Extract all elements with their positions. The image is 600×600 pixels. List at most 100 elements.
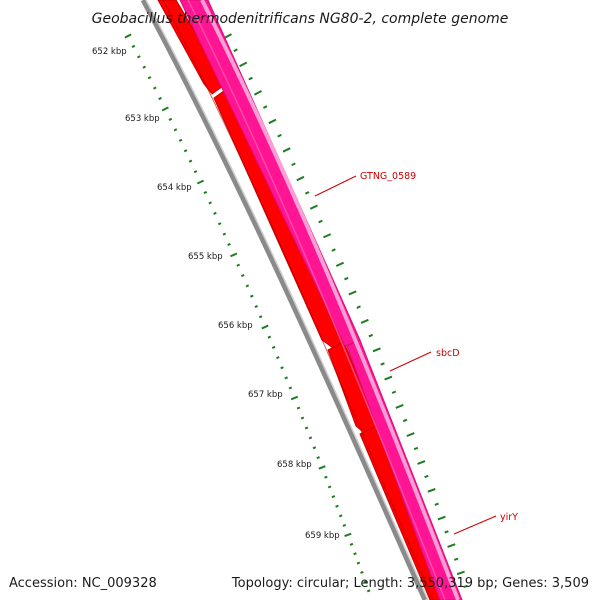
- scale-tick-minor: [248, 76, 253, 81]
- gene-label-sbcd[interactable]: sbcD: [436, 348, 460, 359]
- scale-tick-minor: [173, 128, 178, 132]
- scale-tick-minor: [368, 333, 373, 338]
- scale-tick-major: [384, 375, 393, 381]
- scale-tick-minor: [276, 356, 280, 360]
- scale-tick-major: [282, 147, 291, 153]
- scale-tick-major: [372, 347, 381, 353]
- scale-tick-minor: [424, 474, 429, 479]
- reverse-gene-track: [179, 0, 463, 600]
- scale-tick-minor: [308, 436, 313, 440]
- scale-tick-minor: [245, 284, 250, 288]
- scale-tick-minor: [312, 446, 317, 450]
- accession-text: Accession: NC_009328: [9, 576, 157, 591]
- scale-tick-major: [161, 106, 169, 112]
- scale-tick-minor: [183, 149, 188, 153]
- genome-title: Geobacillus thermodenitrificans NG80-2, …: [92, 11, 509, 27]
- scale-tick-major: [437, 515, 446, 521]
- scale-tick-major: [395, 403, 404, 409]
- scale-tick-minor: [233, 48, 238, 52]
- scale-tick-major: [309, 204, 318, 210]
- scale-tick-major: [224, 33, 232, 39]
- scale-tick-minor: [300, 416, 305, 420]
- scale-tick-minor: [227, 242, 231, 247]
- scale-tick-minor: [360, 570, 364, 574]
- scale-tick-minor: [342, 523, 347, 527]
- gene-label-gtng-0589[interactable]: GTNG_0589: [360, 171, 416, 182]
- scale-tick-minor: [444, 530, 449, 534]
- scale-tick-minor: [158, 96, 162, 101]
- scale-tick-minor: [453, 557, 459, 561]
- scale-tick-minor: [324, 475, 328, 479]
- gene-callout-line: [314, 175, 357, 197]
- gene-feature[interactable]: [179, 0, 361, 347]
- reverse-track-inner-highlight: [187, 0, 446, 600]
- scale-tick-minor: [131, 44, 136, 48]
- scale-tick-minor: [203, 190, 208, 195]
- scale-tick-minor: [208, 201, 212, 205]
- forward-track-shadow: [162, 0, 434, 600]
- scale-tick-minor: [147, 76, 152, 80]
- gene-callout-line: [453, 515, 497, 535]
- scale-tick-minor: [366, 589, 371, 593]
- scale-tick-minor: [291, 162, 296, 167]
- scale-tick-minor: [318, 219, 323, 224]
- gene-feature[interactable]: [213, 87, 347, 351]
- kbp-label: 657 kbp: [248, 390, 283, 400]
- scale-tick-minor: [222, 232, 227, 236]
- scale-tick-minor: [236, 263, 241, 267]
- scale-tick-major: [417, 460, 426, 465]
- scale-tick-minor: [241, 274, 245, 278]
- scale-tick-major: [230, 252, 238, 258]
- forward-gene-track: [157, 0, 449, 600]
- gene-label-yiry[interactable]: yirY: [500, 512, 518, 523]
- scale-tick-minor: [331, 495, 336, 499]
- scale-tick-minor: [168, 117, 173, 121]
- scale-tick-minor: [254, 304, 259, 309]
- scale-tick-major: [290, 395, 299, 401]
- scale-tick-minor: [217, 222, 222, 226]
- scale-tick-minor: [402, 418, 408, 423]
- scale-tick-minor: [288, 386, 293, 390]
- kbp-label: 659 kbp: [305, 531, 340, 541]
- scale-tick-major: [456, 570, 465, 576]
- scale-tick-major: [239, 61, 248, 68]
- scale-tick-minor: [262, 105, 268, 109]
- kbp-label: 658 kbp: [277, 460, 312, 470]
- scale-tick-minor: [338, 514, 343, 518]
- scale-tick-minor: [280, 366, 284, 370]
- scale-tick-major: [447, 543, 456, 548]
- scale-tick-minor: [267, 335, 272, 339]
- scale-tick-minor: [277, 133, 282, 138]
- scale-tick-minor: [356, 305, 361, 309]
- scale-tick-minor: [356, 561, 361, 565]
- scale-tick-minor: [142, 65, 146, 69]
- scale-tick-minor: [304, 426, 309, 430]
- scale-tick-minor: [434, 502, 439, 506]
- scale-tick-major: [344, 532, 352, 538]
- scale-tick-minor: [153, 86, 157, 90]
- scale-tick-minor: [344, 276, 349, 281]
- scale-tick-minor: [284, 376, 288, 380]
- scale-tick-minor: [213, 211, 217, 215]
- scale-tick-minor: [178, 138, 183, 142]
- scale-tick-minor: [271, 345, 276, 349]
- scale-tick-major: [335, 261, 345, 267]
- scale-tick-minor: [463, 584, 468, 589]
- scale-tick-minor: [316, 456, 320, 460]
- scale-tick-minor: [137, 55, 141, 59]
- scale-tick-major: [406, 432, 415, 437]
- scale-tick-minor: [193, 170, 198, 174]
- scale-tick-minor: [250, 294, 254, 298]
- scale-tick-major: [268, 118, 277, 125]
- kbp-label: 652 kbp: [92, 47, 127, 57]
- scale-tick-major: [323, 233, 332, 239]
- reverse-track-highlight: [200, 0, 460, 600]
- scale-tick-minor: [353, 552, 357, 556]
- backbone-line: [140, 0, 428, 600]
- scale-tick-minor: [296, 406, 301, 410]
- scale-tick-minor: [349, 542, 354, 546]
- scale-tick-minor: [363, 580, 368, 584]
- scale-tick-minor: [304, 191, 310, 195]
- scale-tick-minor: [327, 485, 332, 489]
- scale-tick-major: [348, 290, 357, 296]
